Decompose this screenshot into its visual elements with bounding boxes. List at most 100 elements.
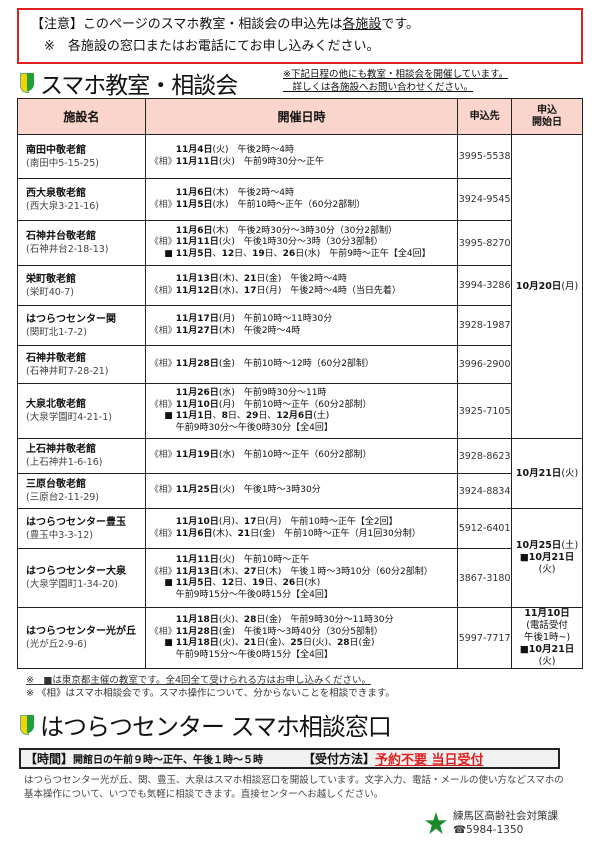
facility-cell: はつらつセンター大泉 (大泉学園町1-34-20): [17, 548, 146, 608]
text-segment: 11月6日: [175, 225, 213, 236]
prefix: [150, 423, 176, 435]
date-line: ■ 11月1日、8日、29日、12月6日(土): [150, 411, 453, 423]
prefix: 《相》: [149, 325, 177, 336]
facility-address: (関町北1-7-2): [26, 326, 87, 338]
date-line: 《相》 11月19日(水) 午前10時～正午（60分2部制）: [150, 450, 453, 462]
text-segment: 11月13日: [175, 274, 219, 284]
tel-cell: 3995-5538: [457, 134, 513, 179]
date-line: 11月6日(木) 午後2時～4時: [150, 188, 453, 200]
facility-name: 大泉北敬老館: [26, 399, 86, 410]
date-line: 11月18日(火)、28日(金) 午前9時30分～11時30分: [150, 615, 453, 627]
header-datetime: 開催日時: [144, 98, 459, 135]
info-box: 【時間】 開館日の午前９時～正午、午後１時～５時 【受付方法】 予約不要 当日受…: [19, 748, 560, 769]
text-segment: 日、: [227, 411, 246, 421]
text-segment: ■10月21日: [519, 552, 575, 563]
facility-address: (石神井台2-18-13): [26, 244, 109, 255]
table-row: 南田中敬老館 (南田中5-15-25) 11月4日(火) 午後2時～4時 《相》 11月…: [17, 134, 583, 439]
date-line: 午前9時15分～午後0時15分【全4回】: [150, 590, 453, 602]
facility-address: (大泉学園町4-21-1): [26, 412, 112, 423]
text-segment: 11月28日: [175, 626, 219, 637]
date-line: 《相》 11月6日(木)、21日(金) 午前10時～正午（月1回30分制）: [150, 529, 453, 541]
text-segment: (月) 午前10時～11時30分: [218, 314, 333, 324]
text-segment: 11月27日: [175, 325, 219, 336]
datetime-cell: 11月26日(水) 午前9時30分～11時 《相》 11月10日(月) 午前10時～…: [144, 383, 459, 439]
notice-line-2: ※ 各施設の窓口またはお電話にてお申し込みください。: [31, 39, 380, 54]
text-segment: 8: [221, 411, 228, 421]
prefix: 《相》: [149, 156, 177, 167]
text-segment: (木) 午後2時30分～3時30分（30分2部制）: [212, 225, 398, 236]
header-tel: 申込先: [457, 98, 513, 135]
text-segment: 11月18日: [175, 638, 219, 648]
department-name: 練馬区高齢社会対策課: [453, 810, 558, 822]
facility-name: 石神井敬老館: [26, 352, 86, 364]
facility-cell: 三原台敬老館 (三原台2-11-29): [17, 473, 146, 509]
tel-cell: 3924-9545: [457, 178, 513, 221]
prefix: 《相》: [149, 358, 177, 369]
datetime-cell: 11月17日(月) 午前10時～11時30分 《相》 11月27日(木) 午後2時～…: [144, 305, 459, 346]
facility-cell: 栄町敬老館 (栄町40-7): [17, 265, 146, 306]
facility-cell: 南田中敬老館 (南田中5-15-25): [17, 134, 146, 179]
text-segment: 19: [252, 248, 265, 259]
text-segment: 午前9時30分～午後0時30分【全4回】: [175, 422, 333, 433]
department-tel: ☎5984-1350: [453, 824, 524, 836]
prefix: 《相》: [149, 237, 177, 248]
section-title-consultation: はつらつセンター スマホ相談窓口: [20, 707, 392, 742]
facility-address: (石神井町7-28-21): [26, 365, 109, 377]
facility-address: (光が丘2-9-6): [26, 639, 87, 650]
text-segment: 29: [245, 411, 259, 421]
date-line: 《相》 11月11日(火) 午後1時30分～3時（30分3部制）: [150, 237, 453, 249]
text-segment: 日、: [264, 248, 283, 259]
subnote-line: 詳しくは各施設へお問い合わせください。: [283, 82, 474, 93]
header-start: 申込 開始日: [511, 98, 583, 135]
notice-text: 【注意】このページのスマホ教室・相談会の申込先は: [31, 17, 343, 32]
text-segment: 17: [243, 285, 257, 296]
table-row: 栄町敬老館 (栄町40-7) 11月13日(木)、21日(金) 午後2時～4時 《相》…: [17, 265, 583, 306]
text-segment: 11月11日: [175, 555, 219, 565]
table-row: はつらつセンター豊玉 (豊玉中3-3-12) 11月10日(月)、17日(月) 午前…: [17, 508, 583, 608]
prefix: [150, 388, 176, 400]
description: はつらつセンター光が丘、関、豊玉、大泉はスマホ相談窓口を開設しています。文字入力…: [24, 775, 564, 800]
datetime-cell: 11月13日(木)、21日(金) 午後2時～4時 《相》 11月12日(水)、17日…: [144, 265, 459, 306]
text-segment: 28: [336, 638, 350, 648]
prefix: 《相》: [149, 450, 177, 461]
section-title-classes: スマホ教室・相談会: [20, 66, 238, 100]
start-date-line: 10月21日(火): [512, 468, 582, 480]
tel-cell: 3924-8834: [457, 473, 513, 509]
text-segment: (火): [538, 564, 556, 575]
text-segment: 12: [221, 248, 235, 259]
text-segment: 11月10日: [175, 399, 219, 410]
tokyo-class-marker: ■: [164, 578, 173, 588]
text-segment: (火) 午前10時～正午: [218, 555, 310, 565]
text-segment: (水) 午前10時～正午（60分2部制）: [218, 450, 372, 461]
text-segment: 21: [243, 638, 257, 648]
text-segment: 、: [212, 411, 222, 421]
text-segment: 11月5日: [175, 248, 213, 259]
title-text: スマホ教室・相談会: [40, 73, 238, 99]
prefix: [150, 555, 176, 567]
beginner-mark-icon: [20, 714, 34, 735]
prefix: 《相》: [149, 199, 177, 210]
prefix: 《相》: [149, 485, 177, 496]
text-segment: 12: [221, 578, 235, 588]
start-date-line: 午後1時~): [512, 632, 582, 644]
facility-address: (栄町40-7): [26, 286, 74, 298]
table-row: 上石神井敬老館 (上石神井1-6-16) 《相》 11月19日(水) 午前10時～正午…: [17, 438, 583, 509]
tel-cell: 3996-2900: [457, 345, 513, 384]
method-label: 【受付方法】: [303, 752, 376, 766]
facility-name: はつらつセンター豊玉: [26, 516, 126, 528]
text-segment: 午後1時~): [523, 632, 571, 643]
text-segment: (火)、: [218, 638, 244, 648]
note-line: ※ ■は東京都主催の教室です。全4回全て受けられる方はお申し込みください。: [26, 675, 372, 686]
header-facility: 施設名: [17, 98, 146, 135]
start-date-line: 11月10日: [512, 608, 582, 620]
text-segment: 日(木) 午後１時～3時10分（60分2部制）: [256, 566, 433, 577]
facility-name: はつらつセンター関: [26, 313, 116, 325]
text-segment: 11月11日: [175, 156, 219, 167]
text-segment: 10月21日: [515, 467, 562, 479]
date-line: 11月13日(木)、21日(金) 午後2時～4時: [150, 274, 453, 286]
text-segment: (火) 午後1時～3時30分: [218, 485, 321, 496]
notice-emphasis: 各施設: [342, 17, 382, 32]
date-line: 11月10日(月)、17日(月) 午前10時～正午【全2回】: [150, 517, 453, 529]
text-segment: 11月5日: [175, 578, 213, 588]
text-segment: 11月26日: [175, 388, 219, 398]
